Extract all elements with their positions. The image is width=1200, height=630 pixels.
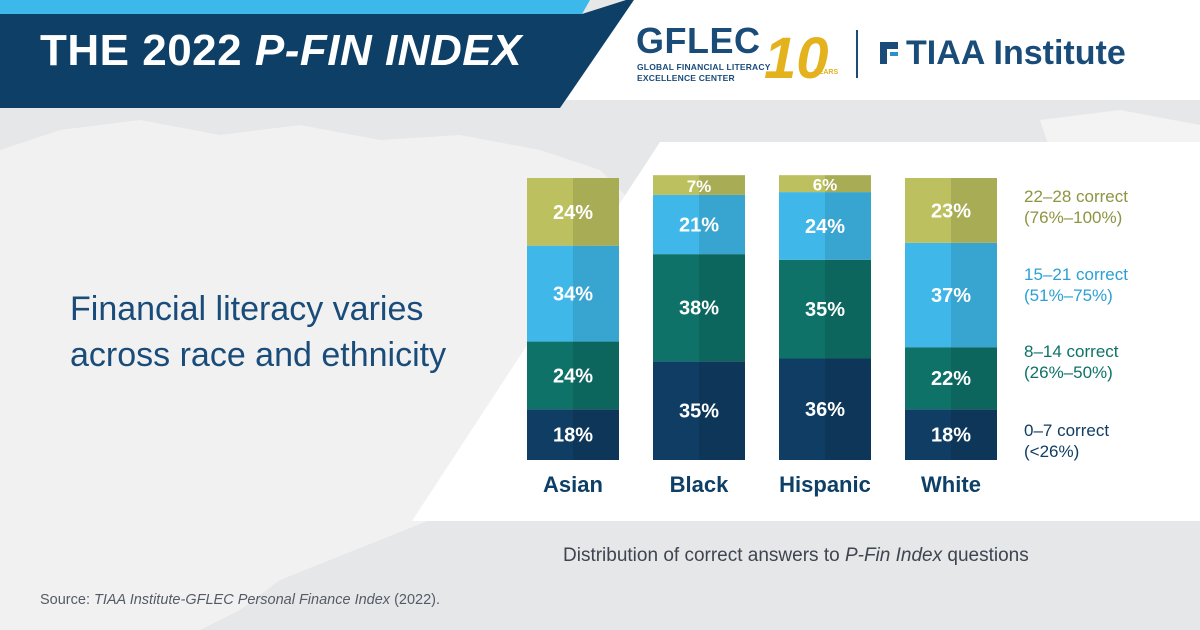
data-label: 7% bbox=[687, 177, 712, 196]
bar-rect bbox=[653, 175, 745, 195]
legend-range: (51%–75%) bbox=[1024, 286, 1113, 305]
banner-accent-stripe bbox=[0, 0, 590, 14]
category-label-white: White bbox=[921, 472, 981, 497]
legend-item-2: 8–14 correct (26%–50%) bbox=[1024, 341, 1119, 383]
legend-item-1: 0–7 correct (<26%) bbox=[1024, 420, 1109, 462]
bar-shade bbox=[951, 178, 997, 243]
legend-range: (<26%) bbox=[1024, 442, 1080, 461]
data-label: 21% bbox=[679, 215, 719, 237]
bar-segment-hispanic-4: 6% bbox=[779, 175, 871, 195]
legend-item-3: 15–21 correct (51%–75%) bbox=[1024, 264, 1128, 306]
bar-segment-asian-2: 24% bbox=[527, 341, 619, 410]
bar-segment-white-3: 37% bbox=[905, 242, 997, 348]
bar-shade bbox=[951, 242, 997, 348]
bar-shade bbox=[825, 175, 871, 193]
bar-segment-asian-3: 34% bbox=[527, 245, 619, 342]
bar-shade bbox=[573, 245, 619, 342]
bar-segment-black-3: 21% bbox=[653, 194, 745, 255]
bar-shade bbox=[951, 409, 997, 460]
bar-segment-black-4: 7% bbox=[653, 175, 745, 196]
bar-segment-hispanic-1: 36% bbox=[779, 358, 871, 460]
legend-range: (76%–100%) bbox=[1024, 208, 1123, 227]
anniversary-word: YEARS bbox=[814, 69, 838, 76]
bar-rect bbox=[905, 242, 997, 348]
bar-rect bbox=[905, 178, 997, 243]
bar-segment-black-1: 35% bbox=[653, 361, 745, 460]
bar-rect bbox=[905, 409, 997, 460]
logo-divider bbox=[856, 30, 858, 78]
legend-label: 22–28 correct bbox=[1024, 187, 1128, 206]
data-label: 6% bbox=[813, 176, 838, 195]
bar-shade bbox=[699, 175, 745, 195]
bar-shade bbox=[573, 178, 619, 246]
bar-shade bbox=[699, 254, 745, 362]
logo-area: GFLEC GLOBAL FINANCIAL LITERACY EXCELLEN… bbox=[636, 20, 1176, 92]
bar-shade bbox=[825, 192, 871, 260]
bar-rect bbox=[779, 259, 871, 359]
bar-rect bbox=[653, 194, 745, 255]
legend-range: (26%–50%) bbox=[1024, 363, 1113, 382]
bar-segment-hispanic-3: 24% bbox=[779, 192, 871, 260]
bar-shade bbox=[951, 347, 997, 410]
headline-line-2: across race and ethnicity bbox=[70, 336, 447, 374]
data-label: 36% bbox=[805, 399, 845, 421]
data-label: 24% bbox=[553, 202, 593, 224]
headline-line-1: Financial literacy varies bbox=[70, 290, 424, 328]
bar-segment-white-4: 23% bbox=[905, 178, 997, 243]
chart-caption: Distribution of correct answers to P-Fin… bbox=[563, 545, 1029, 566]
legend-label: 8–14 correct bbox=[1024, 342, 1119, 361]
bar-rect bbox=[653, 361, 745, 460]
bar-rect bbox=[653, 254, 745, 362]
headline: Financial literacy varies across race an… bbox=[70, 286, 490, 378]
category-label-hispanic: Hispanic bbox=[779, 472, 871, 497]
bar-segment-white-1: 18% bbox=[905, 409, 997, 460]
gflec-logo-word: GFLEC bbox=[636, 20, 761, 61]
data-label: 23% bbox=[931, 200, 971, 222]
legend-item-4: 22–28 correct (76%–100%) bbox=[1024, 186, 1128, 228]
data-label: 35% bbox=[679, 401, 719, 423]
bar-rect bbox=[905, 347, 997, 410]
bar-segment-white-2: 22% bbox=[905, 347, 997, 410]
banner-navy-shape bbox=[0, 0, 634, 108]
bar-shade bbox=[699, 361, 745, 460]
bar-rect bbox=[779, 192, 871, 260]
tiaa-institute-logo-word: TIAA Institute bbox=[906, 34, 1126, 72]
data-label: 18% bbox=[931, 425, 971, 447]
bar-shade bbox=[825, 358, 871, 460]
bar-rect bbox=[527, 341, 619, 410]
data-label: 24% bbox=[805, 216, 845, 238]
data-label: 37% bbox=[931, 285, 971, 307]
bar-rect bbox=[527, 178, 619, 246]
bar-segment-asian-4: 24% bbox=[527, 178, 619, 246]
tiaa-square-icon bbox=[880, 42, 898, 64]
legend-label: 0–7 correct bbox=[1024, 421, 1110, 440]
bar-shade bbox=[573, 409, 619, 460]
data-label: 24% bbox=[553, 365, 593, 387]
gflec-logo-subtitle-1: GLOBAL FINANCIAL LITERACY bbox=[637, 62, 771, 72]
bar-segment-asian-1: 18% bbox=[527, 409, 619, 460]
bar-rect bbox=[779, 358, 871, 460]
data-label: 35% bbox=[805, 299, 845, 321]
anniversary-number: 10 bbox=[764, 26, 829, 86]
data-label: 34% bbox=[553, 284, 593, 306]
source-note: Source: TIAA Institute-GFLEC Personal Fi… bbox=[40, 592, 441, 608]
category-label-asian: Asian bbox=[543, 472, 603, 497]
bar-shade bbox=[699, 194, 745, 255]
page-title: THE 2022 P-FIN INDEX bbox=[40, 26, 522, 75]
bar-shade bbox=[825, 259, 871, 359]
gflec-logo-subtitle-2: EXCELLENCE CENTER bbox=[637, 73, 735, 83]
data-label: 18% bbox=[553, 425, 593, 447]
bar-segment-black-2: 38% bbox=[653, 254, 745, 362]
category-label-black: Black bbox=[670, 472, 729, 497]
anniversary-10-years-logo: 10 YEARS bbox=[764, 26, 838, 86]
legend-label: 15–21 correct bbox=[1024, 265, 1128, 284]
data-label: 22% bbox=[931, 368, 971, 390]
bar-rect bbox=[527, 245, 619, 342]
bar-rect bbox=[779, 175, 871, 193]
bar-segment-hispanic-2: 35% bbox=[779, 259, 871, 359]
data-label: 38% bbox=[679, 298, 719, 320]
bar-rect bbox=[527, 409, 619, 460]
bar-shade bbox=[573, 341, 619, 410]
